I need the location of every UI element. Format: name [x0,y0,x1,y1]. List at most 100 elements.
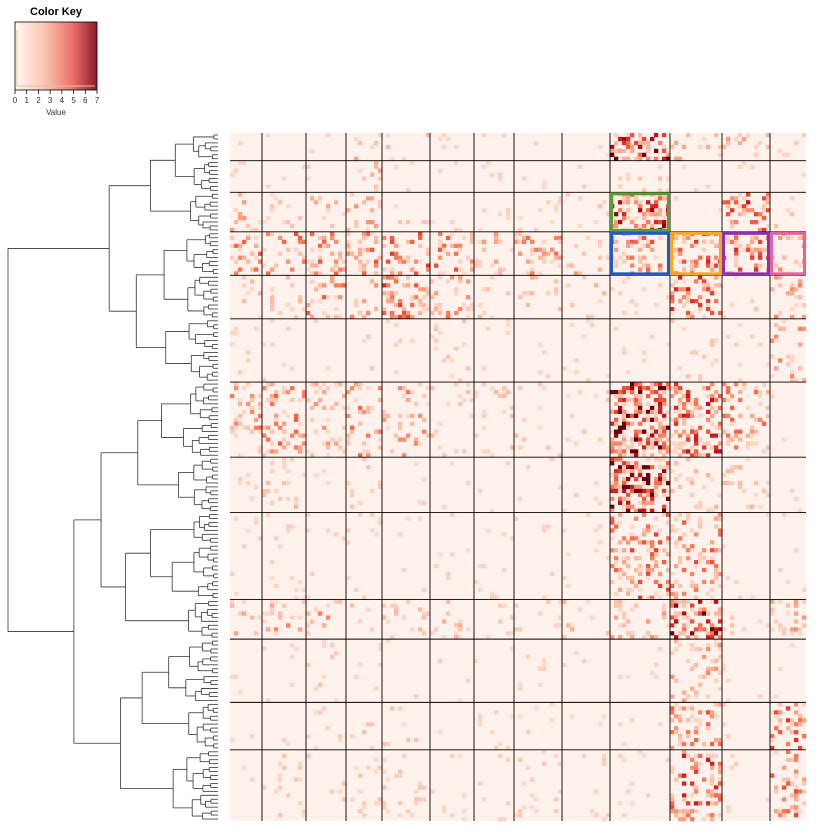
heatmap-cell [622,196,627,201]
heatmap-cell [714,639,719,644]
heatmap-cell [290,366,295,371]
heatmap-cell [482,366,487,371]
heatmap-cell [558,263,563,268]
heatmap-cell [398,706,403,711]
heatmap-cell [482,247,487,252]
heatmap-cell [778,358,783,363]
heatmap-cell [282,421,287,426]
heatmap-cell [714,563,719,569]
heatmap-cell [366,386,371,391]
color-key-xlabel: Value [46,108,66,117]
heatmap-cell [718,492,723,498]
heatmap-cell [398,314,403,320]
heatmap-cell [634,437,639,442]
heatmap-cell [618,465,623,470]
heatmap-cell [638,405,643,411]
heatmap-cell [358,267,363,272]
heatmap-cell [746,405,751,411]
heatmap-cell [682,267,687,272]
heatmap-cell [334,599,339,604]
heatmap-cell [286,219,291,225]
heatmap-cell [618,409,623,415]
heatmap-cell [702,556,707,561]
heatmap-cell [286,480,291,486]
heatmap-cell [674,516,679,521]
heatmap-cell [630,532,635,537]
heatmap-cell [614,390,619,395]
heatmap-cell [346,251,351,256]
heatmap-cell [334,441,339,446]
heatmap-cell [650,204,655,209]
heatmap-cell [706,453,711,458]
heatmap-cell [386,777,391,782]
heatmap-cell [306,267,311,272]
heatmap-cell [366,765,371,770]
heatmap-cell [686,718,691,723]
heatmap-cell [626,196,631,201]
heatmap-cell [654,255,659,260]
heatmap-cell [538,271,543,276]
heatmap-cell [458,247,463,252]
heatmap-cell [250,615,255,620]
heatmap-cell [650,540,655,545]
heatmap-cell [378,255,383,260]
heatmap-cell [686,433,691,438]
heatmap-cell [498,176,503,181]
heatmap-cell [374,769,379,774]
heatmap-cell [654,413,659,418]
heatmap-cell [574,370,579,375]
heatmap-cell [722,702,727,707]
heatmap-cell [630,781,635,786]
heatmap-cell [306,512,311,517]
heatmap-cell [698,275,703,280]
heatmap-cell [270,306,275,312]
heatmap-cell [270,397,275,403]
heatmap-cell [490,730,495,735]
heatmap-cell [758,239,763,245]
heatmap-cell [494,595,499,600]
heatmap-cell [714,409,719,415]
heatmap-cell [730,480,735,486]
heatmap-cell [706,508,711,513]
heatmap-cell [302,164,307,169]
heatmap-cell [662,144,667,150]
heatmap-cell [230,255,235,260]
heatmap-cell [730,437,735,442]
heatmap-cell [758,393,763,399]
heatmap-cell [282,461,287,466]
heatmap-cell [550,219,555,225]
heatmap-cell [658,235,663,241]
heatmap-cell [790,306,795,312]
heatmap-cell [638,223,643,229]
heatmap-cell [618,500,623,505]
heatmap-cell [714,793,719,798]
heatmap-cell [794,757,799,762]
heatmap-cell [718,781,723,786]
heatmap-cell [726,678,731,683]
heatmap-cell [254,425,259,430]
heatmap-cell [394,773,399,778]
heatmap-cell [714,753,719,759]
heatmap-cell [714,299,719,304]
heatmap-cell [706,789,711,794]
heatmap-cell [798,745,803,751]
heatmap-cell [466,279,471,284]
heatmap-cell [290,654,295,660]
heatmap-cell [246,480,251,486]
heatmap-cell [614,247,619,252]
heatmap-cell [426,247,431,252]
heatmap-cell [450,358,455,363]
heatmap-cell [694,504,699,509]
heatmap-cell [638,567,643,573]
heatmap-cell [306,595,311,600]
heatmap-cell [258,401,263,407]
heatmap-cell [582,184,587,189]
heatmap-cell [582,275,587,280]
heatmap-cell [746,445,751,450]
heatmap-cell [794,710,799,715]
heatmap-cell [650,465,655,470]
heatmap-cell [710,761,715,766]
heatmap-cell [718,761,723,766]
heatmap-cell [330,279,335,284]
heatmap-cell [390,291,395,296]
